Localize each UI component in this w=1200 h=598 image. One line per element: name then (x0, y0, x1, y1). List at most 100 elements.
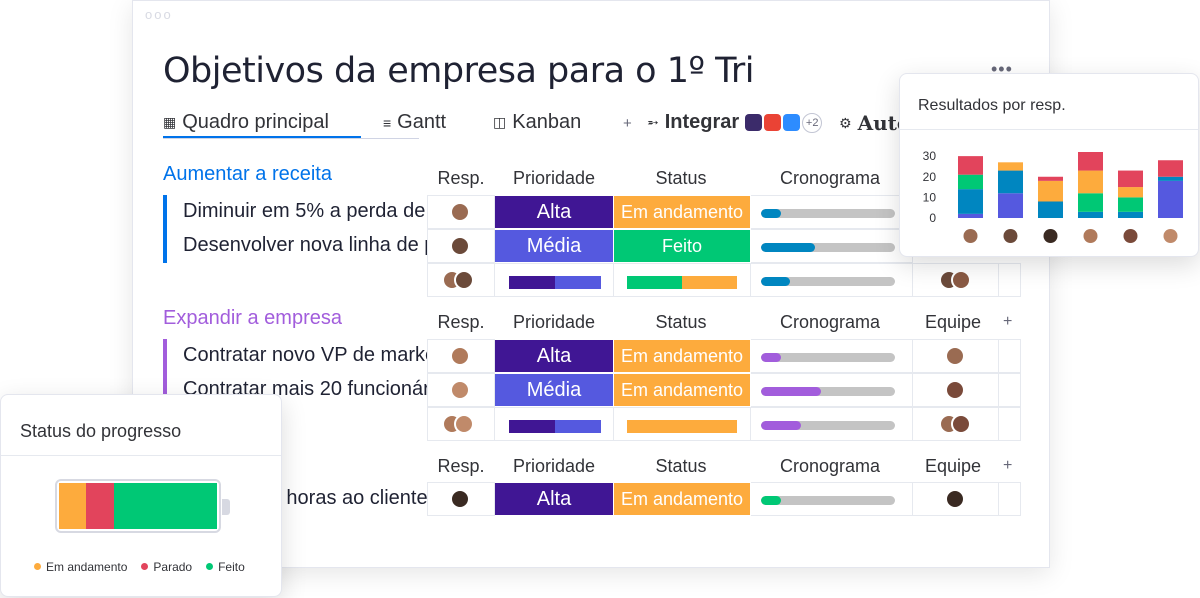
priority-pill[interactable]: Média (495, 374, 613, 406)
view-tabs: ▦ Quadro principal ≡ Gantt ◫ Kanban + ➵ … (163, 111, 1023, 139)
add-view-button[interactable]: + (623, 115, 632, 132)
resp-cell[interactable] (427, 373, 495, 407)
tab-label: Quadro principal (182, 111, 329, 133)
col-timeline: Cronograma (779, 168, 881, 188)
priority-pill[interactable]: Alta (495, 340, 613, 372)
timeline-fill (761, 496, 782, 505)
bar-segment (998, 193, 1023, 218)
bar-segment (1158, 176, 1183, 181)
avatar (1123, 229, 1138, 243)
table-row[interactable]: Diminuir em 5% a perda de clientes Alta … (163, 195, 1021, 229)
summary-row (163, 407, 1021, 441)
tabs-underline (163, 138, 419, 139)
priority-pill[interactable]: Média (495, 230, 613, 262)
col-resp: Resp. (437, 312, 485, 332)
avatar (945, 380, 965, 400)
timeline-cell[interactable] (751, 229, 913, 263)
add-column-button[interactable]: + (1003, 313, 1013, 330)
battery-cap (222, 499, 230, 515)
results-by-resp-card: Resultados por resp. 0 10 20 30 (899, 73, 1199, 257)
resp-cell[interactable] (427, 195, 495, 229)
status-pill[interactable]: Em andamento (614, 340, 750, 372)
timeline-cell[interactable] (751, 373, 913, 407)
col-priority: Prioridade (512, 456, 596, 476)
bar-segment (1118, 187, 1143, 198)
item-name[interactable]: Contratar novo VP de marketing (183, 344, 427, 366)
timeline-fill (761, 209, 782, 218)
timeline-cell[interactable] (751, 195, 913, 229)
resp-summary (427, 263, 495, 297)
avatar (450, 380, 470, 400)
integrate-label: Integrar (664, 111, 740, 133)
status-pill[interactable]: Em andamento (614, 374, 750, 406)
table-icon: ▦ (163, 114, 177, 130)
battery-segment-em-andamento (59, 483, 86, 529)
priority-summary (495, 407, 614, 441)
avatar (951, 270, 971, 290)
team-cell[interactable] (913, 373, 999, 407)
status-pill[interactable]: Em andamento (614, 483, 750, 515)
group-color-bar (163, 373, 167, 407)
empty-cell (999, 482, 1021, 516)
team-cell[interactable] (913, 482, 999, 516)
resp-cell[interactable] (427, 482, 495, 516)
battery-indicator (55, 479, 221, 533)
resp-cell[interactable] (427, 229, 495, 263)
robot-icon: ⚙ (839, 114, 852, 131)
table-row[interactable]: Contratar mais 20 funcionários Média Em … (163, 373, 1021, 407)
battery-segment-parado (85, 483, 115, 529)
legend-item: Parado (141, 560, 192, 574)
col-timeline: Cronograma (779, 312, 881, 332)
team-cell[interactable] (913, 339, 999, 373)
timeline-cell[interactable] (751, 482, 913, 516)
plug-icon: ➵ (647, 114, 659, 130)
timeline-cell[interactable] (751, 339, 913, 373)
group-title[interactable]: Expandir a empresa (163, 307, 342, 329)
col-status: Status (655, 456, 707, 476)
table-row[interactable]: Suporte 24 horas ao cliente Alta Em anda… (163, 482, 1021, 516)
bar-segment (1078, 170, 1103, 194)
avatar (1003, 229, 1018, 243)
item-name[interactable]: Desenvolver nova linha de produtos (183, 234, 427, 256)
col-resp: Resp. (437, 168, 485, 188)
table-row[interactable]: Contratar novo VP de marketing Alta Em a… (163, 339, 1021, 373)
bar-segment (1078, 152, 1103, 171)
resp-cell[interactable] (427, 339, 495, 373)
avatar (454, 270, 474, 290)
zoom-icon (783, 114, 801, 131)
y-tick-label: 30 (923, 149, 937, 163)
status-summary (614, 407, 751, 441)
timeline-fill (761, 277, 791, 286)
status-pill[interactable]: Em andamento (614, 196, 750, 228)
priority-pill[interactable]: Alta (495, 483, 613, 515)
item-name[interactable]: Diminuir em 5% a perda de clientes (183, 200, 427, 222)
card-divider (1, 455, 281, 456)
priority-summary-bar (509, 276, 601, 289)
timeline-bar (761, 353, 895, 362)
bar-segment (1118, 211, 1143, 218)
tab-gantt[interactable]: ≡ Gantt (383, 111, 446, 134)
table-row[interactable]: Desenvolver nova linha de produtos Média… (163, 229, 1021, 263)
col-team: Equipe (924, 312, 982, 332)
priority-summary (495, 263, 614, 297)
status-summary-bar (627, 420, 737, 433)
add-column-button[interactable]: + (1003, 457, 1013, 474)
status-summary-bar (627, 276, 737, 289)
orange-dot-icon (34, 563, 41, 570)
empty-cell (999, 263, 1021, 297)
status-pill[interactable]: Feito (614, 230, 750, 262)
status-legend: Em andamento Parado Feito (34, 560, 245, 574)
col-status: Status (655, 312, 707, 332)
avatar (1043, 229, 1058, 243)
timeline-fill (761, 353, 782, 362)
y-tick-label: 0 (929, 211, 936, 225)
tab-main-table[interactable]: ▦ Quadro principal (163, 111, 329, 134)
bar-segment (998, 162, 1023, 171)
integrate-button[interactable]: ➵ Integrar +2 (647, 111, 823, 134)
bar-segment (1078, 211, 1103, 218)
group-color-bar (163, 229, 167, 263)
priority-pill[interactable]: Alta (495, 196, 613, 228)
tab-kanban[interactable]: ◫ Kanban (493, 111, 581, 134)
window-dots: ooo (145, 7, 173, 22)
group-title[interactable]: Aumentar a receita (163, 163, 332, 185)
